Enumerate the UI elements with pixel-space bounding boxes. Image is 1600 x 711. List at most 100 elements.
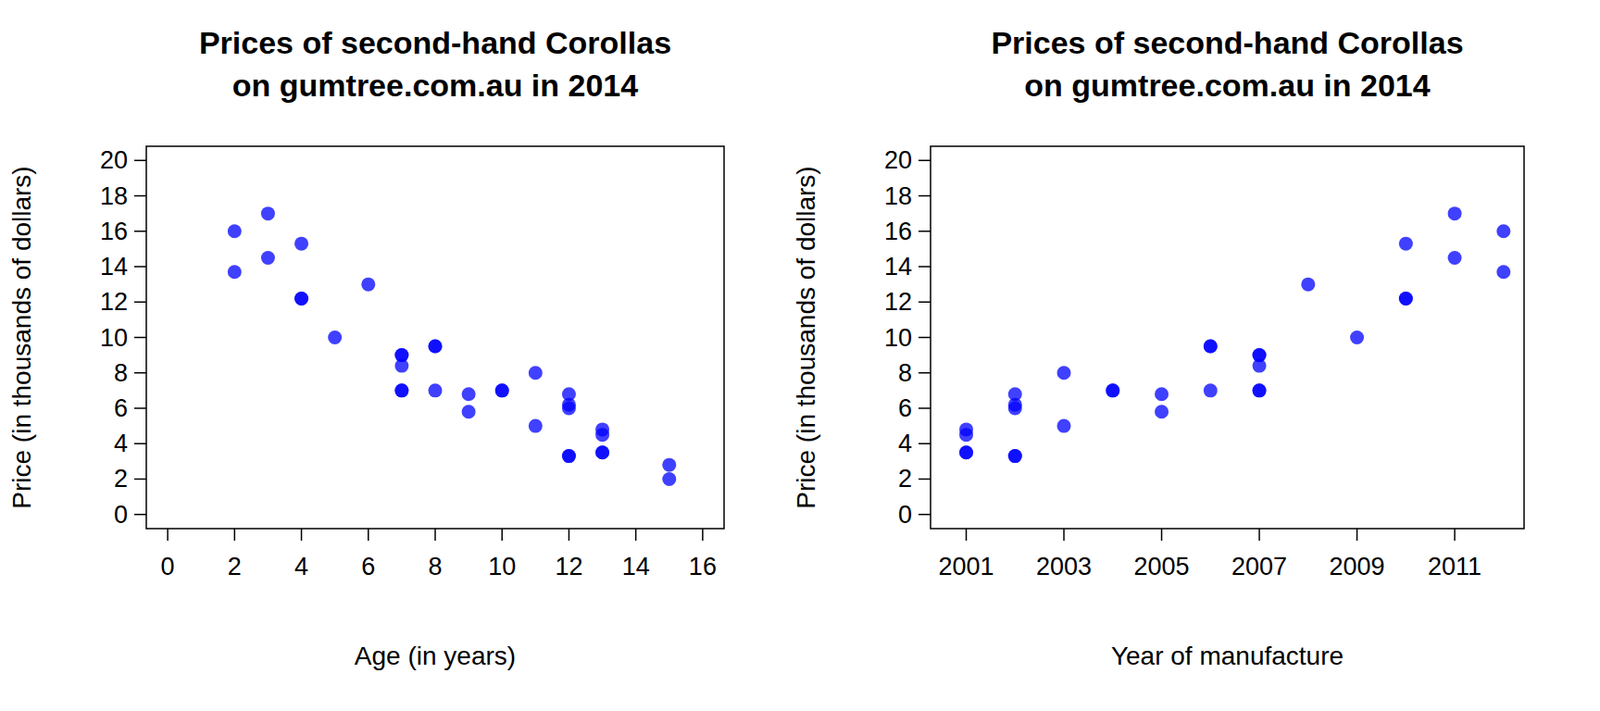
x-tick	[1062, 528, 1065, 541]
y-tick-label: 8	[898, 359, 913, 388]
point	[1399, 237, 1413, 251]
point	[595, 445, 610, 460]
point	[294, 291, 309, 306]
x-tick	[1453, 528, 1456, 541]
chart-canvas: Prices of second-hand Corollas on gumtree…	[0, 0, 1600, 711]
x-tick-label: 2003	[1036, 552, 1092, 581]
point	[1105, 383, 1120, 398]
point	[959, 445, 974, 460]
x-tick	[234, 528, 237, 541]
point	[1203, 383, 1218, 398]
x-axis-label: Age (in years)	[354, 641, 516, 671]
x-tick	[1258, 528, 1261, 541]
x-tick-label: 2009	[1329, 552, 1386, 581]
y-tick-label: 0	[113, 500, 128, 529]
y-tick-label: 14	[884, 252, 913, 281]
point	[1496, 264, 1511, 279]
title-line: Prices of second-hand Corollas	[990, 25, 1463, 61]
y-tick-label: 16	[884, 217, 913, 246]
point	[227, 224, 242, 238]
y-tick	[918, 230, 931, 233]
y-tick-label: 10	[884, 324, 913, 352]
y-tick	[918, 265, 931, 268]
x-tick	[568, 528, 571, 541]
y-tick	[918, 372, 931, 375]
title-line: Prices of second-hand Corollas	[199, 25, 672, 61]
point	[528, 365, 543, 380]
point	[1252, 359, 1267, 374]
y-tick	[134, 301, 147, 304]
point	[1008, 449, 1023, 463]
y-tick	[134, 195, 147, 198]
point	[959, 445, 974, 460]
point	[495, 383, 510, 398]
x-tick	[367, 528, 370, 541]
point	[1203, 339, 1218, 354]
x-tick-label: 2005	[1134, 552, 1190, 581]
y-tick	[134, 513, 147, 516]
title-line: on gumtree.com.au in 2014	[232, 67, 638, 103]
point	[662, 458, 676, 473]
x-tick-label: 12	[554, 552, 583, 581]
plot-frame	[930, 146, 1525, 529]
point	[394, 359, 409, 374]
point	[394, 383, 409, 398]
y-axis-label: Price (in thousands of dollars)	[791, 165, 821, 509]
y-tick	[134, 442, 147, 445]
x-tick	[300, 528, 303, 541]
x-axis-label: Year of manufacture	[1111, 641, 1344, 671]
point	[528, 419, 543, 434]
points	[227, 206, 676, 487]
y-tick-label: 6	[113, 394, 128, 423]
y-tick-label: 20	[884, 146, 913, 175]
point	[662, 472, 676, 487]
x-tick	[1161, 528, 1163, 541]
y-tick-label: 0	[898, 500, 913, 529]
x-tick	[1356, 528, 1359, 541]
point	[959, 427, 974, 442]
point	[1057, 365, 1072, 380]
y-tick-label: 10	[100, 324, 128, 352]
x-tick-label: 8	[427, 552, 442, 581]
point	[462, 404, 476, 419]
x-tick-label: 2001	[937, 552, 994, 581]
x-tick	[701, 528, 704, 541]
point	[1008, 400, 1023, 415]
x-tick	[434, 528, 437, 541]
point	[1008, 449, 1023, 463]
point	[562, 449, 576, 463]
x-tick-label: 2	[227, 552, 242, 581]
plot-frame	[146, 146, 725, 529]
y-tick-label: 2	[898, 464, 913, 493]
point	[595, 427, 610, 442]
point	[1350, 330, 1364, 345]
y-tick-label: 8	[113, 359, 128, 388]
points	[959, 206, 1511, 463]
y-tick	[134, 407, 147, 410]
x-tick-label: 4	[294, 552, 309, 581]
y-tick	[918, 478, 931, 481]
point	[428, 339, 443, 354]
point	[361, 277, 375, 292]
point	[562, 400, 576, 415]
y-tick	[134, 372, 147, 375]
y-tick-label: 4	[898, 429, 913, 458]
x-tick-label: 10	[487, 552, 516, 581]
point	[261, 250, 275, 265]
y-tick	[918, 442, 931, 445]
x-tick-label: 14	[622, 552, 650, 581]
point	[1252, 383, 1267, 398]
x-tick-label: 2011	[1427, 552, 1482, 581]
y-tick-label: 2	[113, 464, 128, 493]
point	[1203, 339, 1218, 354]
x-tick-label: 0	[161, 552, 175, 581]
point	[1300, 277, 1315, 292]
point	[1448, 250, 1463, 265]
y-tick-label: 12	[100, 287, 128, 316]
y-axis-label: Price (in thousands of dollars)	[7, 165, 37, 509]
point	[1154, 404, 1169, 419]
x-tick	[635, 528, 638, 541]
x-tick-label: 16	[688, 552, 717, 581]
y-tick	[134, 478, 147, 481]
point	[1105, 383, 1120, 398]
